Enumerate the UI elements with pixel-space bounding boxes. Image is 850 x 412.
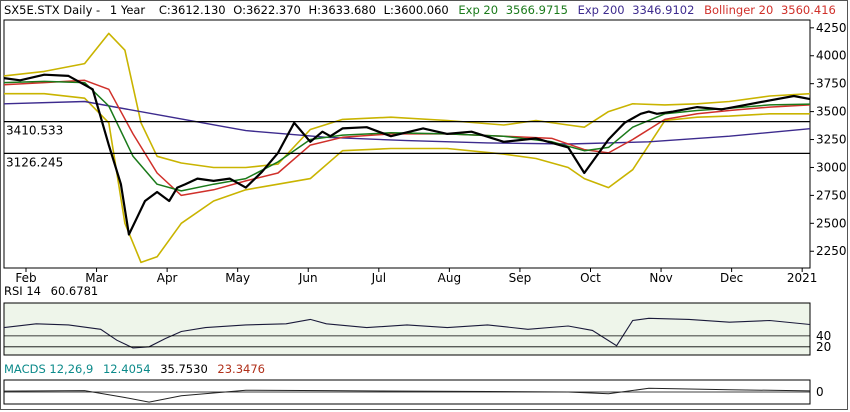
exp200-label: Exp 200 bbox=[578, 3, 625, 17]
rsi-header: RSI 14 60.6781 bbox=[4, 284, 98, 298]
macd-value1: 12.4054 bbox=[103, 362, 151, 376]
horizontal-level-label: 3410.533 bbox=[6, 124, 63, 138]
macd-header: MACDS 12,26,9 12.4054 35.7530 23.3476 bbox=[4, 362, 265, 376]
x-tick-label: Jun bbox=[298, 271, 318, 285]
y-tick-label: 2750 bbox=[816, 188, 847, 202]
rsi-panel bbox=[3, 302, 811, 356]
rsi-value: 60.6781 bbox=[51, 284, 99, 298]
x-tick-label: Nov bbox=[649, 271, 672, 285]
x-tick-label: Mar bbox=[85, 271, 108, 285]
price-header: SX5E.STX Daily - 1 Year C:3612.130 O:362… bbox=[4, 3, 836, 17]
series-line-upper-band bbox=[3, 32, 811, 169]
y-tick-label: 4250 bbox=[816, 21, 847, 35]
series-line-price bbox=[3, 73, 811, 236]
y-tick-label: 3000 bbox=[816, 160, 847, 174]
macd-label: MACDS 12,26,9 bbox=[4, 362, 93, 376]
x-tick-label: Aug bbox=[438, 271, 461, 285]
y-tick-label: 3500 bbox=[816, 105, 847, 119]
y-tick-label: 3250 bbox=[816, 133, 847, 147]
x-tick-label: Oct bbox=[580, 271, 601, 285]
y-tick-label: 3750 bbox=[816, 77, 847, 91]
x-tick-label: 2021 bbox=[787, 271, 818, 285]
symbol-label: SX5E.STX Daily - bbox=[4, 3, 100, 17]
price-panel bbox=[3, 19, 811, 269]
series-line-bollinger-20 bbox=[3, 79, 811, 197]
horizontal-level-label: 3126.245 bbox=[6, 155, 63, 169]
series-line-exp-20 bbox=[3, 80, 811, 192]
exp20-label: Exp 20 bbox=[458, 3, 498, 17]
x-tick-label: Apr bbox=[157, 271, 178, 285]
macd-value3: 23.3476 bbox=[217, 362, 265, 376]
macd-value2: 35.7530 bbox=[160, 362, 208, 376]
exp200-value: 3346.9102 bbox=[632, 3, 694, 17]
y-tick-label: 2500 bbox=[816, 216, 847, 230]
high-value: H:3633.680 bbox=[309, 3, 376, 17]
rsi-label: RSI 14 bbox=[4, 284, 41, 298]
y-tick-label: 4000 bbox=[816, 49, 847, 63]
x-tick-label: Feb bbox=[15, 271, 36, 285]
rsi-line bbox=[3, 317, 811, 349]
low-value: L:3600.060 bbox=[384, 3, 449, 17]
macd-tick-label: 0 bbox=[816, 385, 824, 399]
rsi-tick-label: 40 bbox=[816, 329, 831, 343]
y-tick-label: 2250 bbox=[816, 244, 847, 258]
bollinger-label: Bollinger 20 bbox=[704, 3, 773, 17]
x-tick-label: Dec bbox=[720, 271, 743, 285]
macd-line bbox=[3, 387, 811, 403]
series-line-exp-200 bbox=[3, 100, 811, 145]
rsi-tick-label: 20 bbox=[816, 340, 831, 354]
x-tick-label: Sep bbox=[509, 271, 532, 285]
x-tick-label: Jul bbox=[371, 271, 386, 285]
exp20-value: 3566.9715 bbox=[506, 3, 568, 17]
open-value: O:3622.370 bbox=[233, 3, 301, 17]
bollinger-value: 3560.416 bbox=[781, 3, 836, 17]
x-tick-label: May bbox=[225, 271, 250, 285]
range-label: 1 Year bbox=[110, 3, 146, 17]
close-value: C:3612.130 bbox=[159, 3, 226, 17]
